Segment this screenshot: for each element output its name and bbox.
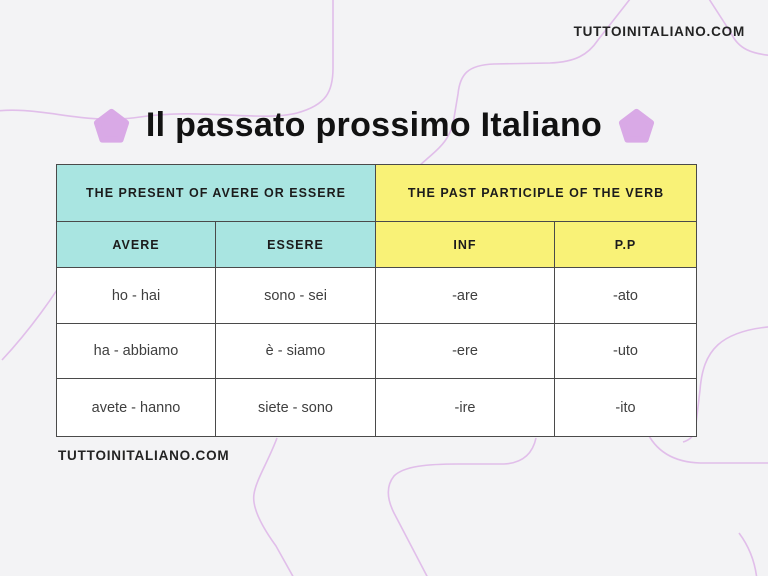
cell-avere-row2: ha - abbiamo [56,323,216,379]
column-header-essere: ESSERE [215,221,376,268]
cell-avere-row1: ho - hai [56,267,216,324]
cell-pp-row2: -uto [554,323,697,379]
cell-essere-row2: è - siamo [215,323,376,379]
cell-inf-row3: -ire [375,378,555,437]
group-header-past-participle: THE PAST PARTICIPLE OF THE VERB [375,164,697,222]
group-header-present: THE PRESENT OF AVERE OR ESSERE [56,164,376,222]
table-row: ho - hai sono - sei -are -ato [56,267,697,324]
page-title: Il passato prossimo Italiano [145,106,603,144]
table-row: ha - abbiamo è - siamo -ere -uto [56,323,697,379]
column-header-pp: P.P [554,221,697,268]
cell-pp-row3: -ito [554,378,697,437]
site-url-top: TUTTOINITALIANO.COM [573,24,745,39]
table-group-header-row: THE PRESENT OF AVERE OR ESSERE THE PAST … [56,164,697,222]
table-column-header-row: AVERE ESSERE INF P.P [56,221,697,268]
conjugation-table: THE PRESENT OF AVERE OR ESSERE THE PAST … [56,164,697,437]
column-header-inf: INF [375,221,555,268]
title-row: Il passato prossimo Italiano [0,106,758,145]
cell-essere-row1: sono - sei [215,267,376,324]
pentagon-icon [619,108,655,143]
table-row: avete - hanno siete - sono -ire -ito [56,378,697,437]
site-url-bottom: TUTTOINITALIANO.COM [58,448,230,463]
column-header-avere: AVERE [56,221,216,268]
pentagon-icon [93,108,129,143]
cell-inf-row1: -are [375,267,555,324]
cell-avere-row3: avete - hanno [56,378,216,437]
cell-inf-row2: -ere [375,323,555,379]
cell-pp-row1: -ato [554,267,697,324]
cell-essere-row3: siete - sono [215,378,376,437]
